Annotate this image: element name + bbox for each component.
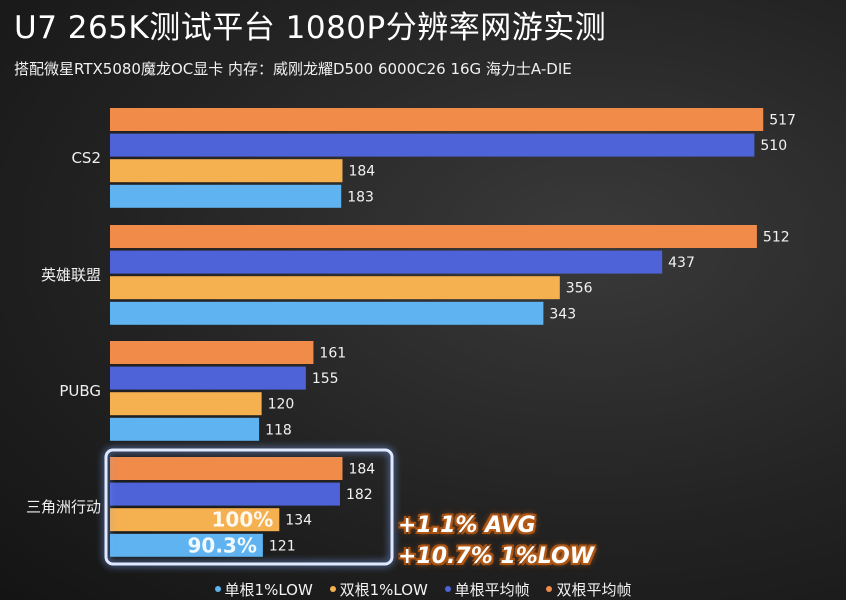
bar <box>110 508 280 532</box>
bar <box>110 250 663 274</box>
chart-subtitle: 搭配微星RTX5080魔龙OC显卡 内存：威刚龙耀D500 6000C26 16… <box>14 60 572 78</box>
highlight-box <box>104 448 394 566</box>
value-label: 356 <box>566 281 593 297</box>
legend-label: 双根平均帧 <box>556 581 632 599</box>
category-label: PUBG <box>59 382 101 400</box>
legend-item-single-avg: 单根平均帧 <box>444 579 530 600</box>
legend-label: 双根1%LOW <box>339 581 428 599</box>
category-label: 英雄联盟 <box>41 266 101 284</box>
value-label: 510 <box>760 138 787 154</box>
bar <box>110 392 262 416</box>
bar <box>110 184 342 208</box>
bar <box>110 225 757 248</box>
category-label: 三角洲行动 <box>26 498 101 516</box>
value-label: 437 <box>668 255 695 271</box>
value-label: 120 <box>268 397 295 413</box>
value-label: 343 <box>549 306 576 322</box>
legend-swatch-single-avg <box>444 585 451 592</box>
bar <box>110 159 343 183</box>
bar <box>110 533 263 557</box>
bar <box>110 301 544 325</box>
low-gain-annotation: +10.7% 1%LOW <box>398 544 594 569</box>
value-label: 134 <box>285 513 312 529</box>
legend-swatch-single-1low <box>214 585 221 592</box>
legend-label: 单根平均帧 <box>454 581 530 599</box>
bar <box>110 366 306 390</box>
chart-title: U7 265K测试平台 1080P分辨率网游实测 <box>14 10 607 46</box>
chart-legend: 单根1%LOW 双根1%LOW 单根平均帧 双根平均帧 <box>0 579 846 600</box>
value-label: 183 <box>347 189 374 205</box>
value-label: 517 <box>769 113 796 129</box>
legend-item-dual-1low: 双根1%LOW <box>329 579 428 600</box>
bar <box>110 108 764 131</box>
value-label: 155 <box>312 371 339 387</box>
bar <box>110 341 314 364</box>
legend-item-single-1low: 单根1%LOW <box>214 579 313 600</box>
bar <box>110 417 260 441</box>
value-label: 118 <box>265 422 292 438</box>
value-label: 161 <box>319 346 346 362</box>
legend-label: 单根1%LOW <box>224 581 313 599</box>
bar <box>110 482 340 506</box>
bar <box>110 457 343 480</box>
value-label: 182 <box>346 487 373 503</box>
bar <box>110 133 755 157</box>
legend-item-dual-avg: 双根平均帧 <box>546 579 631 600</box>
legend-swatch-dual-avg <box>546 585 553 592</box>
legend-swatch-dual-1low <box>329 585 336 592</box>
value-label: 184 <box>348 164 375 180</box>
bar <box>110 276 560 300</box>
bar-percent-label: 100% <box>212 508 274 532</box>
value-label: 512 <box>763 230 790 246</box>
category-label: CS2 <box>71 149 101 167</box>
avg-gain-annotation: +1.1% AVG <box>398 513 536 538</box>
bar-percent-label: 90.3% <box>187 533 256 557</box>
value-label: 121 <box>269 538 296 554</box>
value-label: 184 <box>348 462 375 478</box>
